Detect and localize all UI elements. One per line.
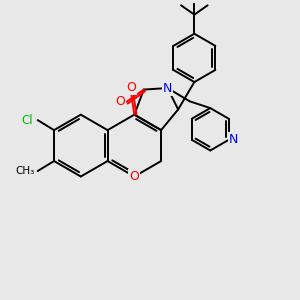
Text: N: N	[229, 134, 239, 146]
Text: N: N	[163, 82, 172, 94]
Text: O: O	[129, 170, 139, 183]
Text: O: O	[126, 81, 136, 94]
Text: O: O	[115, 95, 125, 108]
Text: CH₃: CH₃	[15, 166, 34, 176]
Text: Cl: Cl	[22, 114, 33, 127]
